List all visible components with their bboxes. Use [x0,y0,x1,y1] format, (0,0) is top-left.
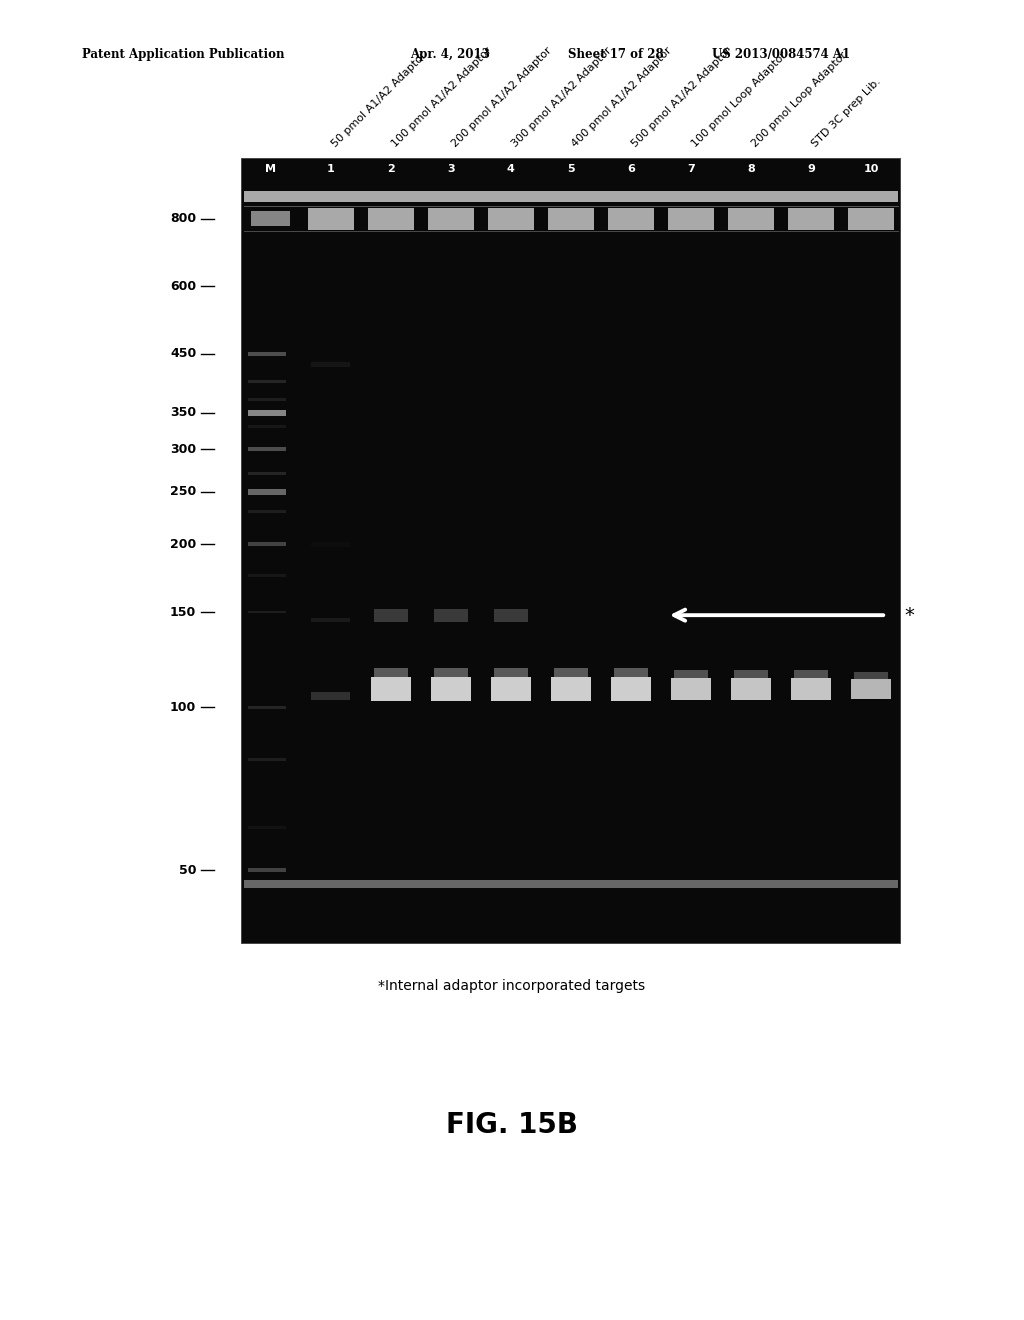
Text: 4: 4 [507,164,515,174]
Text: 2: 2 [387,164,394,174]
Text: 1: 1 [327,164,335,174]
Text: 50 pmol A1/A2 Adaptor: 50 pmol A1/A2 Adaptor [330,50,428,149]
Bar [494,668,527,677]
Bar [244,880,898,888]
Bar [731,678,771,700]
Text: 200 pmol A1/A2 Adaptor: 200 pmol A1/A2 Adaptor [450,46,553,149]
Text: 9: 9 [807,164,815,174]
Bar [792,678,830,700]
Bar [371,677,411,701]
Bar [248,473,287,475]
Text: FIG. 15B: FIG. 15B [446,1110,578,1139]
Bar [374,668,408,677]
Bar [671,678,711,700]
Bar [434,609,468,622]
Text: 5: 5 [567,164,574,174]
Text: 100 pmol Loop Adaptor: 100 pmol Loop Adaptor [690,50,788,149]
Bar [244,190,898,202]
Text: 100: 100 [170,701,197,714]
Bar [492,677,530,701]
Bar [252,211,290,226]
Bar [431,677,471,701]
Bar [854,672,888,680]
Bar [614,668,648,677]
Bar [434,668,468,677]
Bar [494,609,527,622]
Bar [848,207,894,230]
Bar [248,425,287,428]
Bar [611,677,650,701]
Bar [248,399,287,401]
Text: 8: 8 [748,164,755,174]
Bar [311,362,350,367]
Bar [368,207,414,230]
Bar [248,543,287,546]
Text: *Internal adaptor incorporated targets: *Internal adaptor incorporated targets [379,979,645,994]
Bar [248,706,287,709]
Text: M: M [265,164,276,174]
Text: 3: 3 [447,164,455,174]
Bar [788,207,834,230]
Text: 50: 50 [179,863,197,876]
Bar [248,611,287,614]
Text: 500 pmol A1/A2 Adaptor: 500 pmol A1/A2 Adaptor [630,46,733,149]
Bar [248,869,287,873]
Text: 350: 350 [170,407,197,420]
Bar [734,671,768,678]
Text: STD 3C prep Lib.: STD 3C prep Lib. [810,77,883,149]
Text: 10: 10 [863,164,879,174]
Bar [308,207,353,230]
Bar [428,207,474,230]
Text: Patent Application Publication: Patent Application Publication [82,48,285,61]
Bar [248,447,287,451]
Bar [554,668,588,677]
Bar [248,826,287,829]
Text: 7: 7 [687,164,695,174]
Text: *: * [904,606,914,624]
Text: 400 pmol A1/A2 Adaptor: 400 pmol A1/A2 Adaptor [569,46,674,149]
Text: 6: 6 [627,164,635,174]
Bar [851,680,891,700]
Bar [311,543,350,546]
Text: 300: 300 [170,442,197,455]
Text: US 2013/0084574 A1: US 2013/0084574 A1 [712,48,850,61]
Bar [248,490,287,495]
Bar [311,692,350,700]
Bar [248,409,287,416]
Text: 450: 450 [170,347,197,360]
Text: 800: 800 [170,213,197,226]
Text: 150: 150 [170,606,197,619]
Text: 100 pmol A1/A2 Adaptor: 100 pmol A1/A2 Adaptor [390,46,494,149]
Text: 200 pmol Loop Adaptor: 200 pmol Loop Adaptor [750,50,849,149]
Text: Sheet 17 of 28: Sheet 17 of 28 [568,48,664,61]
Bar [551,677,591,701]
Bar [311,618,350,623]
Text: 300 pmol A1/A2 Adaptor: 300 pmol A1/A2 Adaptor [510,46,613,149]
Bar [548,207,594,230]
Bar [374,609,408,622]
Text: 250: 250 [170,486,197,499]
Text: 200: 200 [170,539,197,550]
Bar [728,207,774,230]
Bar [795,671,827,678]
Bar [608,207,653,230]
Text: Apr. 4, 2013: Apr. 4, 2013 [410,48,489,61]
Bar [248,380,287,383]
Bar [668,207,714,230]
Bar [248,759,287,762]
Bar [248,351,287,356]
Text: 600: 600 [170,280,197,293]
Bar [488,207,534,230]
Bar [674,671,708,678]
Bar [248,511,287,513]
Bar [248,574,287,577]
